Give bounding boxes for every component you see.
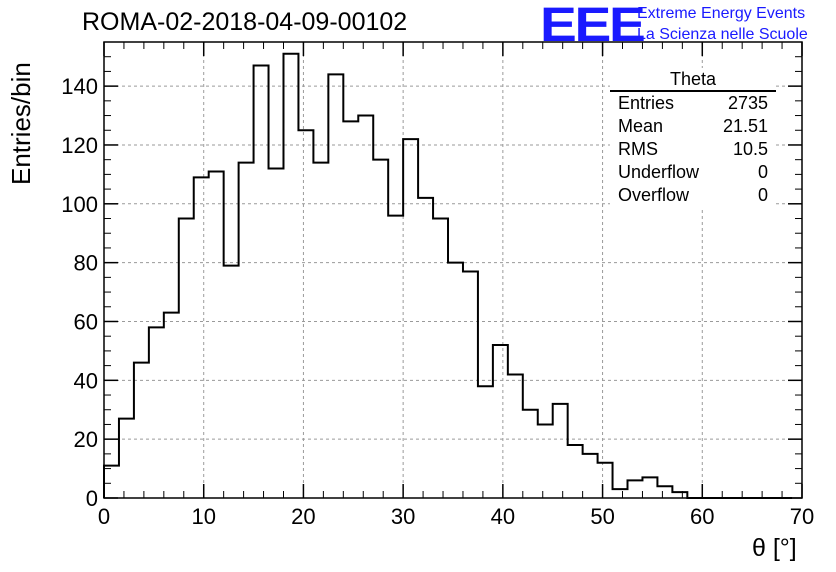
- stats-row: Entries 2735: [610, 92, 776, 115]
- x-axis-label: θ [°]: [752, 534, 797, 562]
- histogram-bin: [583, 454, 598, 498]
- histogram-bin: [134, 363, 149, 498]
- histogram-bin: [239, 163, 254, 498]
- histogram-bin: [538, 424, 553, 498]
- histogram-bin: [179, 219, 194, 498]
- stats-row: Underflow 0: [610, 161, 776, 184]
- histogram-bin: [298, 130, 313, 498]
- stats-label: Overflow: [618, 185, 690, 205]
- histogram-bin: [328, 74, 343, 498]
- histogram-bin: [657, 486, 672, 498]
- x-tick-label: 40: [491, 504, 515, 529]
- histogram-bin: [343, 121, 358, 498]
- stats-value: 21.51: [722, 116, 768, 136]
- logo-line-1: Extreme Energy Events: [637, 5, 806, 22]
- y-tick-label: 140: [61, 74, 98, 99]
- y-tick-label: 20: [74, 427, 98, 452]
- histogram-bin: [493, 345, 508, 498]
- stats-rows: Entries 2735 Mean 21.51 RMS 10.5 Underflow 0 Ove…: [610, 92, 776, 207]
- logo-caption: Extreme Energy Events La Scienza nelle S…: [637, 3, 808, 45]
- stats-row: Overflow 0: [610, 184, 776, 207]
- x-tick-label: 60: [690, 504, 714, 529]
- histogram-bin: [194, 177, 209, 498]
- x-tick-label: 20: [291, 504, 315, 529]
- histogram-bin: [628, 480, 643, 498]
- stats-value: 0: [757, 162, 768, 182]
- logo-line-2: La Scienza nelle Scuole: [637, 26, 808, 43]
- histogram-bin: [598, 463, 613, 498]
- histogram-bin: [508, 374, 523, 498]
- stats-row: RMS 10.5: [610, 138, 776, 161]
- histogram-bin: [119, 419, 134, 498]
- stats-label: RMS: [618, 139, 658, 159]
- histogram-bin: [523, 410, 538, 498]
- y-tick-label: 100: [61, 192, 98, 217]
- histogram-bin: [224, 266, 239, 498]
- histogram-bin: [164, 313, 179, 498]
- histogram-bin: [463, 271, 478, 498]
- histogram-bin: [642, 477, 657, 498]
- histogram-bin: [313, 163, 328, 498]
- histogram-bin: [373, 160, 388, 498]
- histogram-bin: [478, 386, 493, 498]
- stats-label: Entries: [618, 93, 675, 113]
- histogram-bin: [269, 169, 284, 498]
- histogram-bin: [358, 116, 373, 498]
- x-tick-label: 10: [191, 504, 215, 529]
- histogram-bin: [209, 171, 224, 498]
- histogram-bin: [433, 219, 448, 498]
- histogram-bin: [283, 54, 298, 498]
- plot-frame: [103, 41, 803, 499]
- eee-logo: EEE: [540, 0, 646, 52]
- histogram-bin: [388, 216, 403, 498]
- histogram-bin: [254, 66, 269, 498]
- stats-value: 10.5: [732, 139, 768, 159]
- stats-value: 2735: [727, 93, 768, 113]
- histogram-bin: [104, 466, 119, 498]
- stats-title: Theta: [610, 68, 776, 92]
- histogram-bin: [149, 327, 164, 498]
- stats-label: Underflow: [618, 162, 700, 182]
- y-tick-label: 40: [74, 368, 98, 393]
- chart-title: ROMA-02-2018-04-09-00102: [82, 8, 408, 36]
- histogram-bin: [403, 139, 418, 498]
- histogram-bin: [568, 445, 583, 498]
- x-tick-label: 70: [790, 504, 814, 529]
- x-tick-label: 50: [590, 504, 614, 529]
- x-tick-label: 0: [98, 504, 110, 529]
- histogram-bin: [553, 404, 568, 498]
- y-tick-label: 80: [74, 251, 98, 276]
- y-tick-label: 0: [86, 486, 98, 511]
- y-tick-label: 60: [74, 309, 98, 334]
- histogram-bin: [418, 198, 433, 498]
- stats-row: Mean 21.51: [610, 115, 776, 138]
- stats-box: Theta Entries 2735 Mean 21.51 RMS 10.5 Underfl…: [610, 68, 776, 207]
- histogram-series: [103, 52, 793, 499]
- y-tick-label: 120: [61, 133, 98, 158]
- stats-value: 0: [757, 185, 768, 205]
- x-tick-label: 30: [391, 504, 415, 529]
- histogram-bin: [613, 489, 628, 498]
- stats-label: Mean: [618, 116, 664, 136]
